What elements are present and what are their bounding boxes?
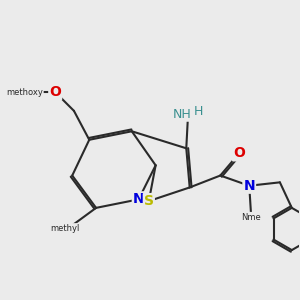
Text: methyl: methyl bbox=[51, 224, 80, 233]
Text: H: H bbox=[194, 105, 204, 119]
Text: N: N bbox=[243, 179, 255, 193]
Text: methoxy: methoxy bbox=[6, 88, 43, 97]
Text: S: S bbox=[144, 194, 154, 208]
Text: O: O bbox=[233, 146, 245, 161]
Text: N: N bbox=[133, 192, 144, 206]
Text: NH: NH bbox=[172, 108, 191, 121]
Text: O: O bbox=[49, 85, 61, 99]
Text: Nme: Nme bbox=[241, 213, 261, 222]
